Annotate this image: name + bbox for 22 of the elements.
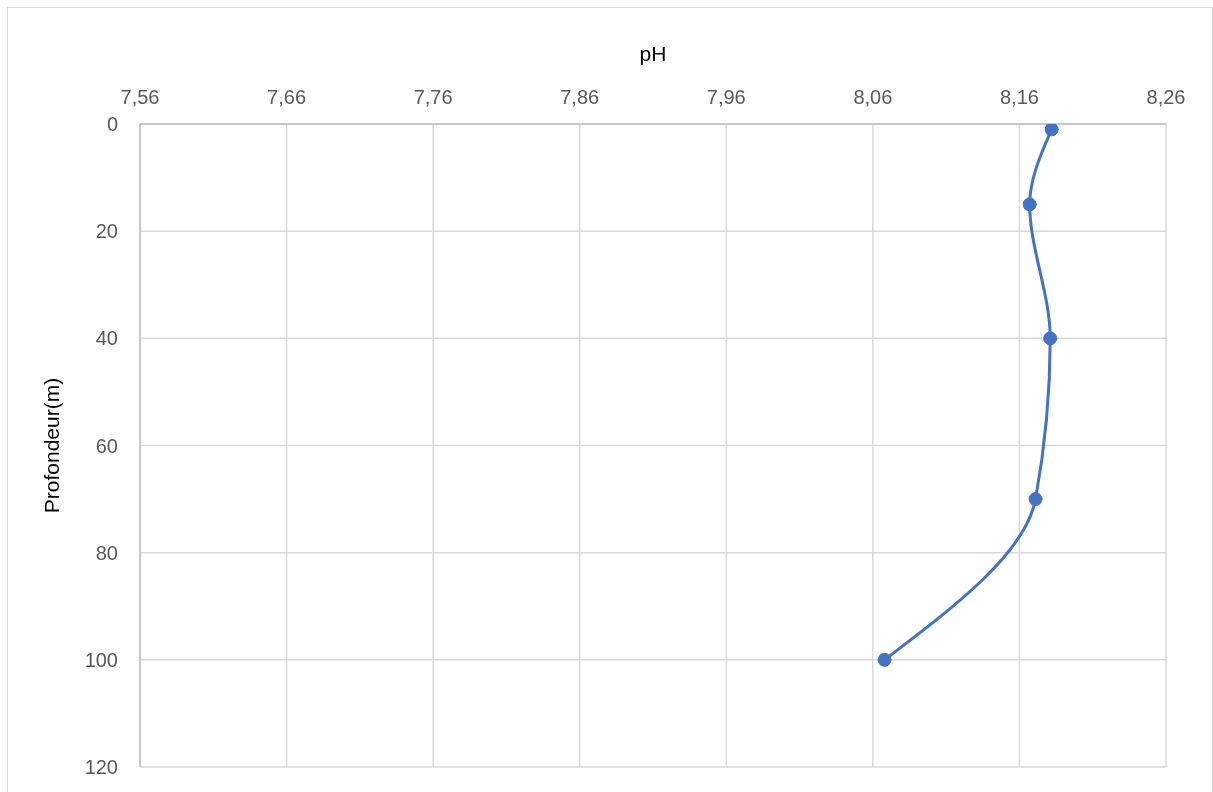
y-tick-label: 60 bbox=[95, 434, 118, 457]
y-axis-title: Profondeur(m) bbox=[40, 377, 64, 514]
x-tick-label: 8,16 bbox=[999, 86, 1039, 108]
point bbox=[877, 652, 892, 667]
y-tick-label: 80 bbox=[95, 541, 118, 564]
y-tick-label: 0 bbox=[106, 113, 118, 136]
point bbox=[1022, 197, 1037, 212]
point bbox=[1028, 492, 1043, 507]
y-tick-label: 100 bbox=[84, 648, 118, 671]
x-tick-label: 7,56 bbox=[120, 86, 160, 108]
x-tick-label: 7,66 bbox=[267, 86, 307, 108]
x-tick-label: 8,26 bbox=[1146, 86, 1186, 108]
x-tick-label: 7,96 bbox=[706, 86, 746, 108]
x-axis-title: pH bbox=[639, 41, 667, 65]
y-tick-label: 20 bbox=[95, 220, 118, 243]
x-tick-label: 7,86 bbox=[560, 86, 600, 108]
point bbox=[1043, 331, 1058, 346]
y-tick-label: 120 bbox=[84, 756, 118, 779]
x-tick-label: 7,76 bbox=[413, 86, 453, 108]
point bbox=[1044, 124, 1059, 137]
y-tick-label: 40 bbox=[95, 327, 118, 350]
x-tick-label: 8,06 bbox=[853, 86, 893, 108]
